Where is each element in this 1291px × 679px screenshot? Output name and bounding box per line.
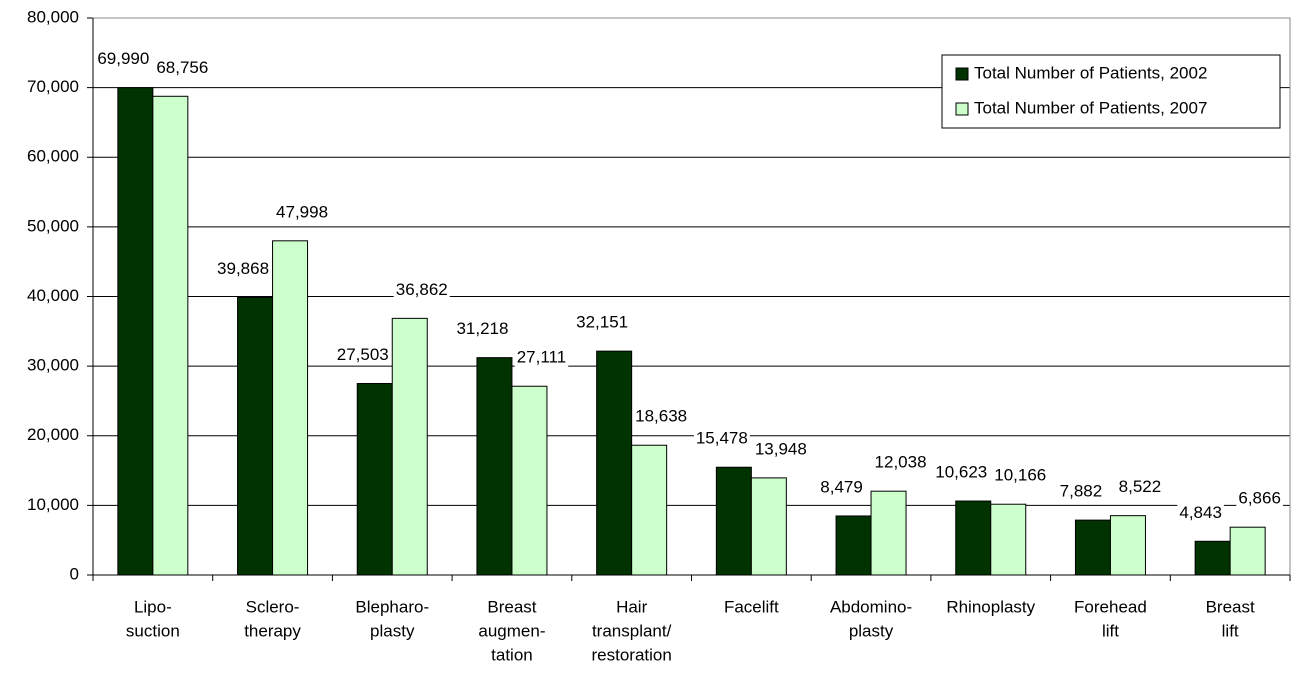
data-label-bg [274, 201, 331, 223]
legend-box [941, 54, 1281, 129]
data-label-bg [334, 343, 391, 365]
x-tick-label: Hair [616, 597, 648, 616]
x-tick-label: lift [1102, 621, 1119, 640]
bar [596, 350, 633, 576]
data-label: 27,503 [337, 345, 389, 364]
y-tick-label: 50,000 [27, 216, 79, 235]
x-tick-label: Breast [1206, 597, 1255, 616]
data-label: 68,756 [156, 58, 208, 77]
y-tick-label: 20,000 [27, 425, 79, 444]
bar [990, 503, 1027, 576]
bar [1074, 519, 1111, 576]
y-tick-label: 0 [70, 564, 79, 583]
bar [870, 490, 907, 576]
x-tick-label: Blepharo- [355, 597, 429, 616]
data-label-bg [574, 311, 631, 333]
data-label: 36,862 [396, 280, 448, 299]
bar [237, 296, 274, 576]
y-tick-label: 10,000 [27, 495, 79, 514]
data-label: 12,038 [875, 453, 927, 472]
x-tick-label: plasty [849, 621, 894, 640]
x-tick-label: suction [126, 621, 180, 640]
x-tick-label: Rhinoplasty [946, 597, 1035, 616]
x-tick-label: transplant/ [592, 621, 672, 640]
y-tick-label: 70,000 [27, 77, 79, 96]
bar [1229, 526, 1266, 576]
data-label: 32,151 [576, 313, 628, 332]
data-label: 8,479 [820, 477, 863, 496]
bar [955, 500, 992, 576]
x-tick-label: Sclero- [246, 597, 300, 616]
data-label: 39,868 [217, 259, 269, 278]
x-tick-label: therapy [244, 621, 301, 640]
x-tick-label: lift [1222, 621, 1239, 640]
legend-label: Total Number of Patients, 2002 [974, 63, 1207, 82]
bar [750, 477, 787, 576]
bar [835, 515, 872, 576]
data-label: 47,998 [276, 202, 328, 221]
legend-swatch [955, 67, 969, 81]
y-tick-label: 80,000 [27, 7, 79, 26]
data-label-bg [514, 346, 569, 368]
x-tick-label: plasty [370, 621, 415, 640]
data-label: 18,638 [635, 407, 687, 426]
data-label-bg [454, 318, 511, 340]
data-label-bg [693, 427, 750, 449]
y-tick-label: 40,000 [27, 286, 79, 305]
y-tick-label: 30,000 [27, 356, 79, 375]
data-label-bg [1177, 501, 1224, 523]
legend-swatch [955, 102, 969, 116]
data-label: 6,866 [1238, 489, 1281, 508]
bar [117, 87, 154, 576]
bar [1194, 540, 1231, 576]
x-tick-label: augmen- [478, 621, 545, 640]
x-tick-label: tation [491, 645, 533, 664]
data-label: 31,218 [456, 319, 508, 338]
data-label: 10,623 [935, 463, 987, 482]
data-label: 69,990 [97, 49, 149, 68]
data-label: 4,843 [1179, 503, 1222, 522]
bar [356, 383, 393, 576]
data-label-bg [1057, 480, 1105, 502]
bar [511, 385, 548, 576]
legend-label: Total Number of Patients, 2007 [974, 98, 1207, 117]
data-label: 10,166 [994, 466, 1046, 485]
data-label-bg [215, 257, 272, 279]
bar [391, 317, 428, 576]
data-label: 27,111 [517, 348, 566, 367]
data-label-bg [1116, 476, 1164, 498]
data-label-bg [818, 476, 865, 498]
data-label-bg [154, 56, 211, 78]
data-label-bg [872, 451, 929, 473]
data-label-bg [933, 461, 990, 483]
bar [272, 240, 309, 576]
bar [631, 444, 668, 576]
data-label-bg [95, 48, 152, 70]
y-tick-label: 60,000 [27, 147, 79, 166]
data-label-bg [1236, 487, 1283, 509]
x-tick-label: Lipo- [134, 597, 172, 616]
x-tick-label: Facelift [724, 597, 779, 616]
x-tick-label: Abdomino- [830, 597, 912, 616]
bar [152, 95, 189, 576]
x-tick-label: Breast [487, 597, 536, 616]
x-tick-label: restoration [591, 645, 671, 664]
data-label-bg [992, 464, 1049, 486]
x-tick-label: Forehead [1074, 597, 1147, 616]
data-label-bg [393, 278, 450, 300]
bar [476, 357, 513, 576]
data-label: 7,882 [1060, 482, 1103, 501]
bar [1109, 515, 1146, 576]
data-label-bg [633, 405, 690, 427]
data-label: 8,522 [1119, 477, 1162, 496]
data-label-bg [752, 438, 809, 460]
data-label: 13,948 [755, 439, 807, 458]
data-label: 15,478 [696, 429, 748, 448]
bar [715, 466, 752, 576]
